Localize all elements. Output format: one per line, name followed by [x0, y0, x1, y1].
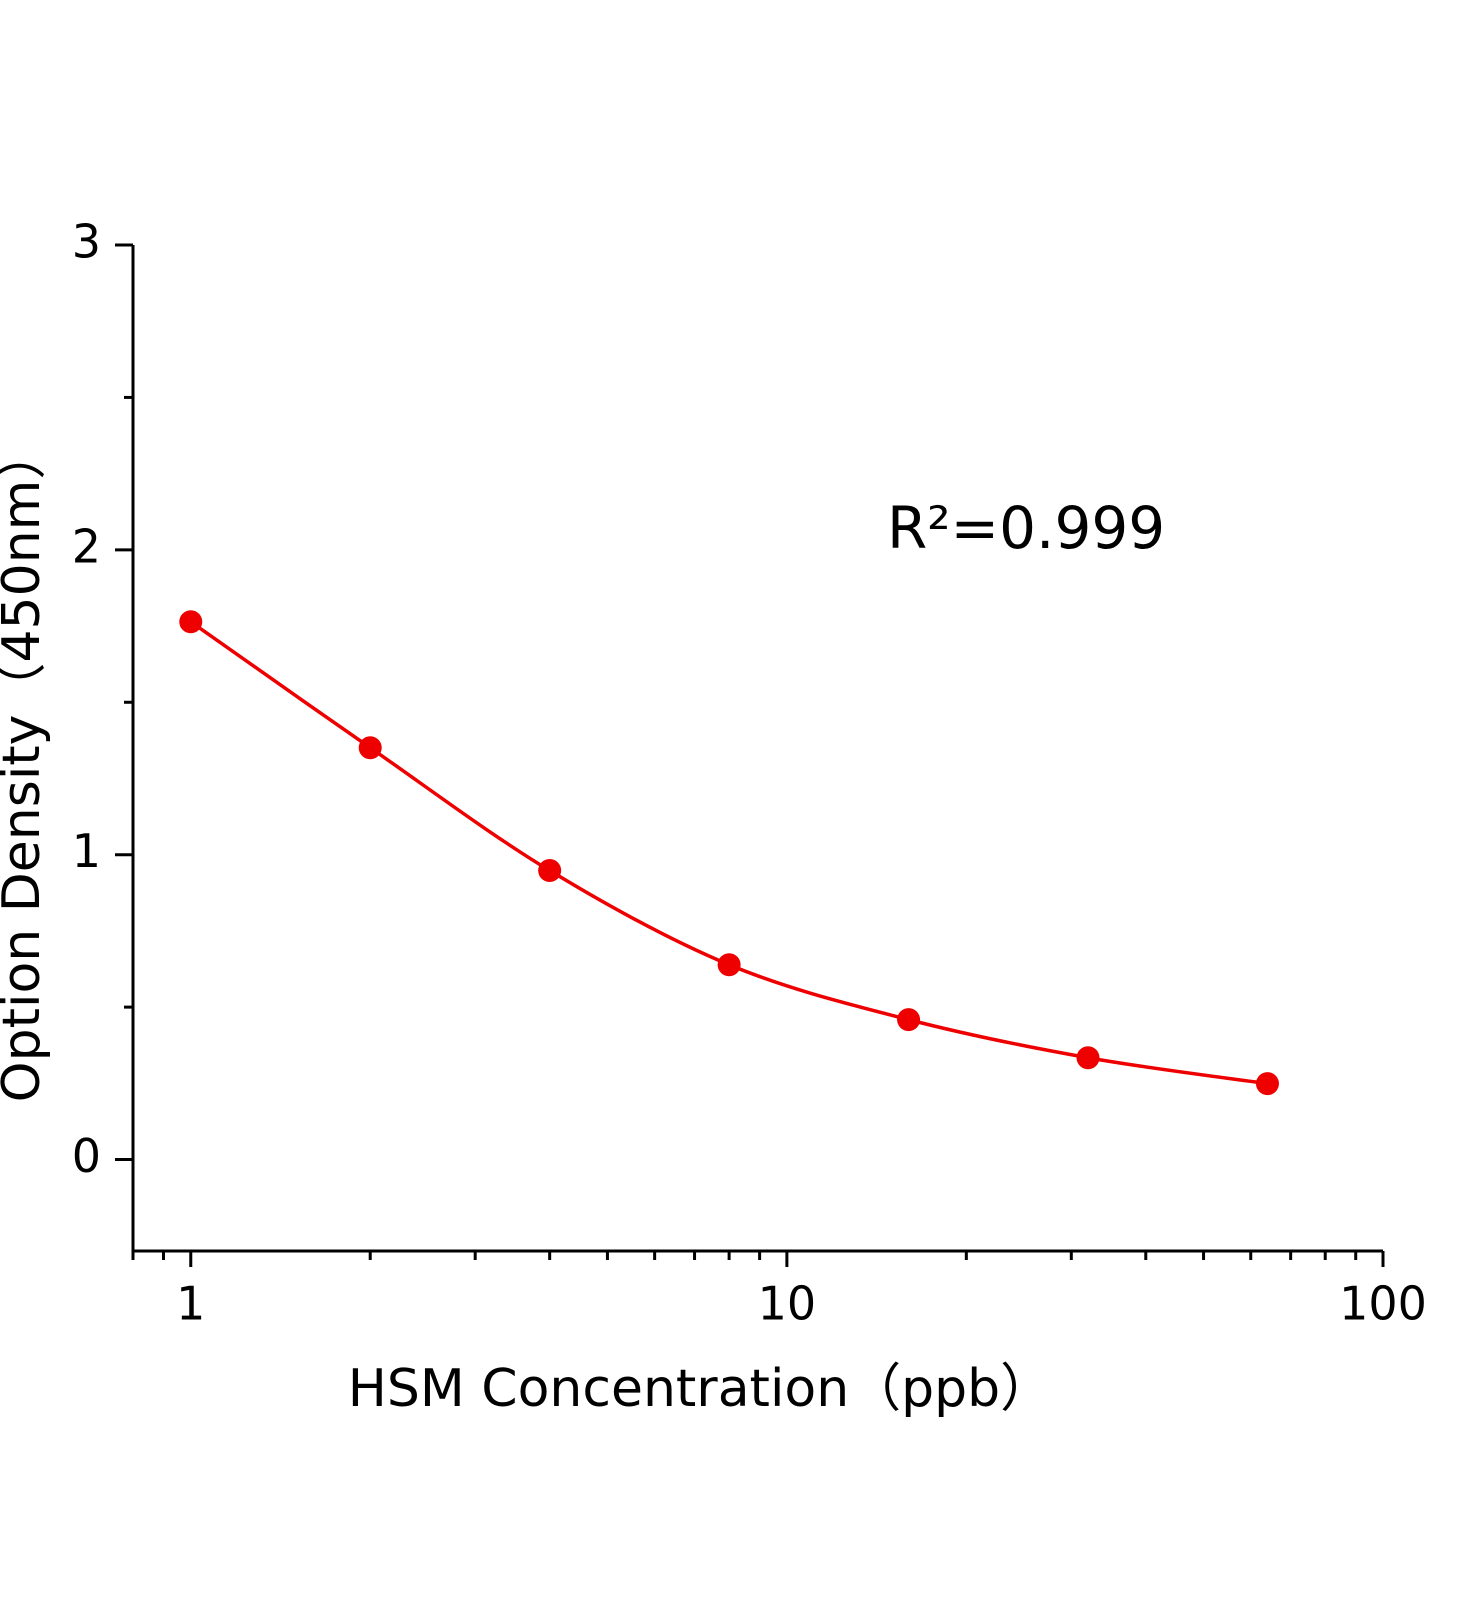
point: [1076, 1046, 1100, 1070]
x-tick-label: 10: [758, 1277, 817, 1331]
point: [1255, 1072, 1279, 1096]
y-tick-label: 0: [72, 1129, 101, 1183]
line: [189, 620, 1268, 1086]
point: [717, 953, 741, 977]
point: [358, 736, 382, 760]
annotation: R²=0.999: [887, 494, 1165, 562]
y-axis-label: Option Density（450nm）: [0, 428, 52, 1103]
point: [538, 859, 562, 883]
point: [897, 1008, 921, 1032]
y-tick-label: 2: [72, 519, 101, 573]
x-tick-label: 1: [176, 1277, 205, 1331]
x-axis-label: HSM Concentration（ppb）: [348, 1359, 1052, 1419]
y-tick-label: 1: [72, 824, 101, 878]
y-tick-label: 3: [72, 215, 101, 269]
point: [179, 610, 203, 634]
x-tick-label: 100: [1339, 1277, 1427, 1331]
